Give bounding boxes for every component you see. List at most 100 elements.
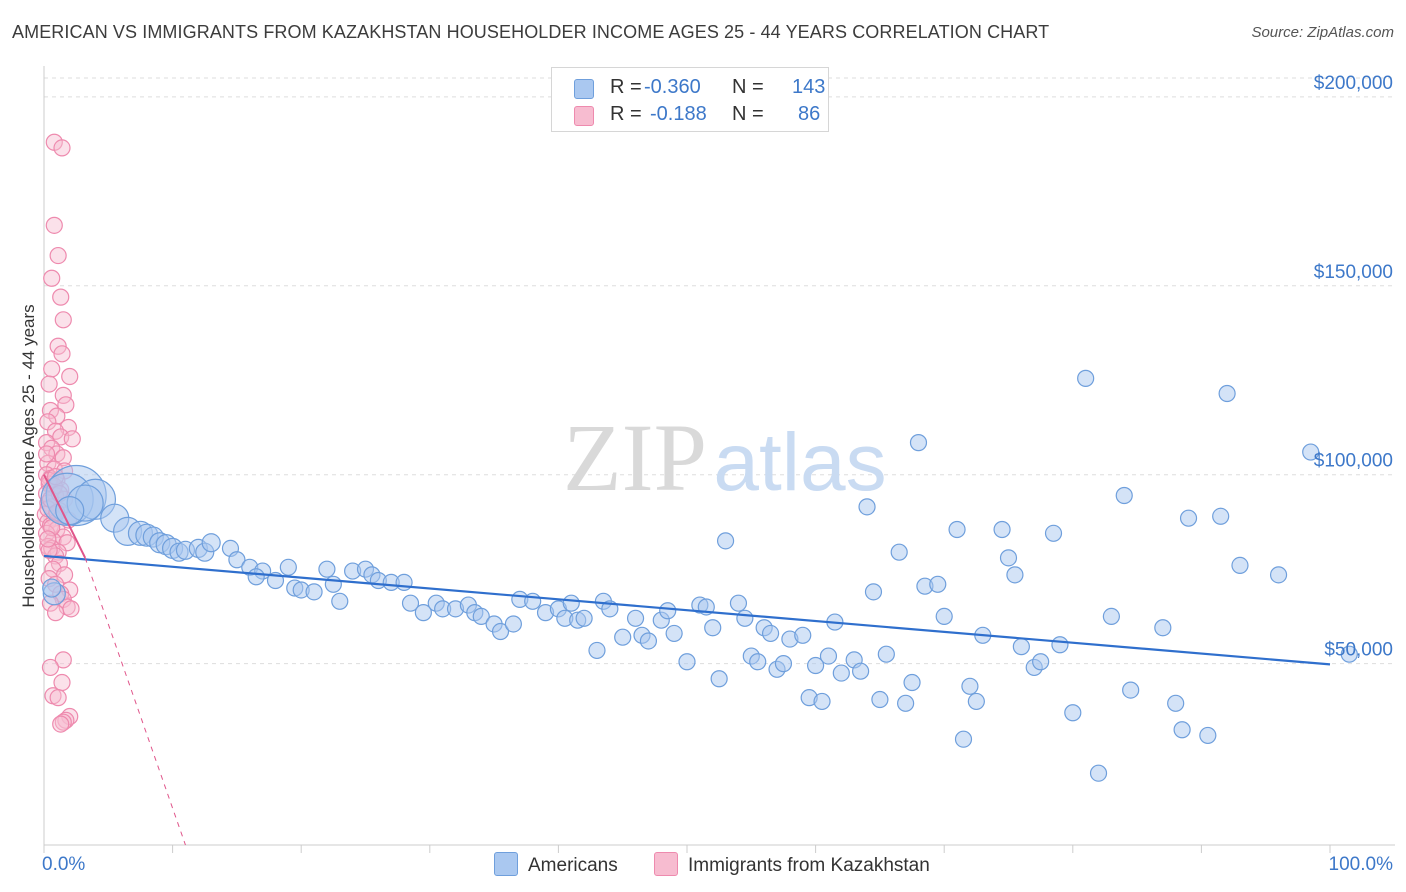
american-point [305, 583, 323, 601]
kazakhstan-point [43, 269, 61, 287]
american-point [1032, 653, 1050, 671]
kazakhstan-trend-extension [84, 557, 186, 846]
american-point [1006, 566, 1024, 584]
american-point [736, 609, 754, 627]
american-point [1179, 509, 1198, 527]
american-point [967, 692, 985, 711]
american-point [761, 624, 780, 643]
american-point [1012, 638, 1030, 656]
american-point [897, 694, 915, 712]
trend-lines [43, 474, 1331, 846]
bottom-legend-kazakhstan[interactable]: Immigrants from Kazakhstan [654, 852, 930, 877]
american-point [993, 520, 1011, 539]
correlation-legend: R = -0.360 N = 143 R = -0.188 N = 86 [551, 67, 829, 132]
watermark-zip: ZIP [563, 404, 707, 511]
american-point [1064, 704, 1082, 722]
kazakhstan-point [62, 600, 80, 618]
american-point [909, 434, 928, 452]
american-point [1231, 556, 1249, 575]
american-point [395, 573, 413, 592]
american-point [1077, 369, 1095, 387]
american-point [935, 607, 953, 626]
kazakhstan-point [48, 407, 66, 425]
american-point [929, 575, 947, 593]
american-point [774, 655, 793, 673]
kazakhstan-point [54, 651, 72, 669]
watermark-atlas: atlas [713, 417, 886, 508]
american-point [858, 498, 876, 516]
american-point [588, 641, 606, 660]
american-point [864, 583, 883, 601]
american-point [279, 558, 297, 576]
tick-labels: $50,000 $100,000 $150,000 $200,000 0.0% 100.0… [42, 73, 1393, 875]
american-point [1340, 645, 1358, 663]
american-point [491, 622, 510, 641]
kazakhstan-point [43, 360, 61, 378]
american-point [55, 496, 85, 526]
kazakhstan-point [54, 713, 72, 731]
legend-n-label: N = [732, 76, 764, 98]
bottom-legend-americans[interactable]: Americans [494, 852, 618, 877]
american-point [999, 549, 1018, 567]
legend-r-value: -0.360 [644, 76, 701, 98]
american-point [1212, 507, 1230, 525]
kazakhstan-point [52, 715, 70, 733]
american-point [1173, 721, 1191, 739]
american-point [414, 604, 432, 622]
american-point [472, 607, 490, 626]
bottom-legend-label-americans: Americans [528, 855, 618, 876]
american-point [504, 615, 522, 633]
american-point [813, 692, 831, 711]
american-point [201, 533, 221, 553]
kazakhstan-point [53, 139, 71, 157]
legend-n-value: 86 [798, 103, 821, 125]
american-point [324, 575, 342, 593]
american-point [614, 628, 632, 646]
watermark: ZIP atlas [563, 404, 887, 511]
source-attribution: Source: ZipAtlas.com [1251, 24, 1394, 41]
american-point [42, 578, 62, 598]
kazakhstan-point [39, 530, 57, 548]
american-point [806, 656, 825, 675]
kazakhstan-point [54, 449, 72, 467]
kazakhstan-point [53, 345, 71, 363]
american-point [1218, 384, 1236, 403]
kazakhstan-point [45, 216, 63, 234]
american-point [710, 670, 728, 688]
legend-n-label: N = [732, 103, 764, 125]
grid-layer [44, 77, 1395, 665]
legend-r-label: R = [610, 76, 642, 98]
kazakhstan-point [54, 311, 72, 329]
kazakhstan-point [52, 288, 70, 306]
american-point [877, 645, 895, 663]
kazakhstan-point [37, 445, 56, 463]
kazakhstan-point [61, 367, 79, 386]
american-point [794, 626, 812, 644]
legend-swatch-kazakhstan [574, 106, 594, 126]
american-point [1269, 566, 1288, 584]
american-point [318, 560, 336, 578]
y-axis-label: Householder Income Ages 25 - 44 years [19, 304, 38, 608]
kazakhstan-point [49, 689, 67, 707]
american-point [228, 551, 246, 569]
american-point [678, 653, 696, 671]
american-point [832, 664, 850, 682]
american-point [903, 673, 921, 692]
american-point [961, 677, 979, 695]
kazakhstan-point [41, 658, 60, 677]
y-tick-label: $200,000 [1314, 73, 1393, 94]
american-point [659, 602, 677, 620]
american-point [401, 594, 420, 612]
american-point [852, 662, 870, 680]
american-point [1102, 607, 1120, 626]
kazakhstan-point [58, 534, 76, 552]
american-point [562, 594, 580, 612]
x-tick-label: 100.0% [1329, 854, 1394, 875]
american-point [626, 609, 645, 627]
legend-r-label: R = [610, 103, 642, 125]
american-point [1089, 764, 1108, 782]
y-tick-label: $50,000 [1324, 640, 1393, 661]
axes-layer [43, 66, 1395, 853]
american-point [639, 632, 658, 650]
